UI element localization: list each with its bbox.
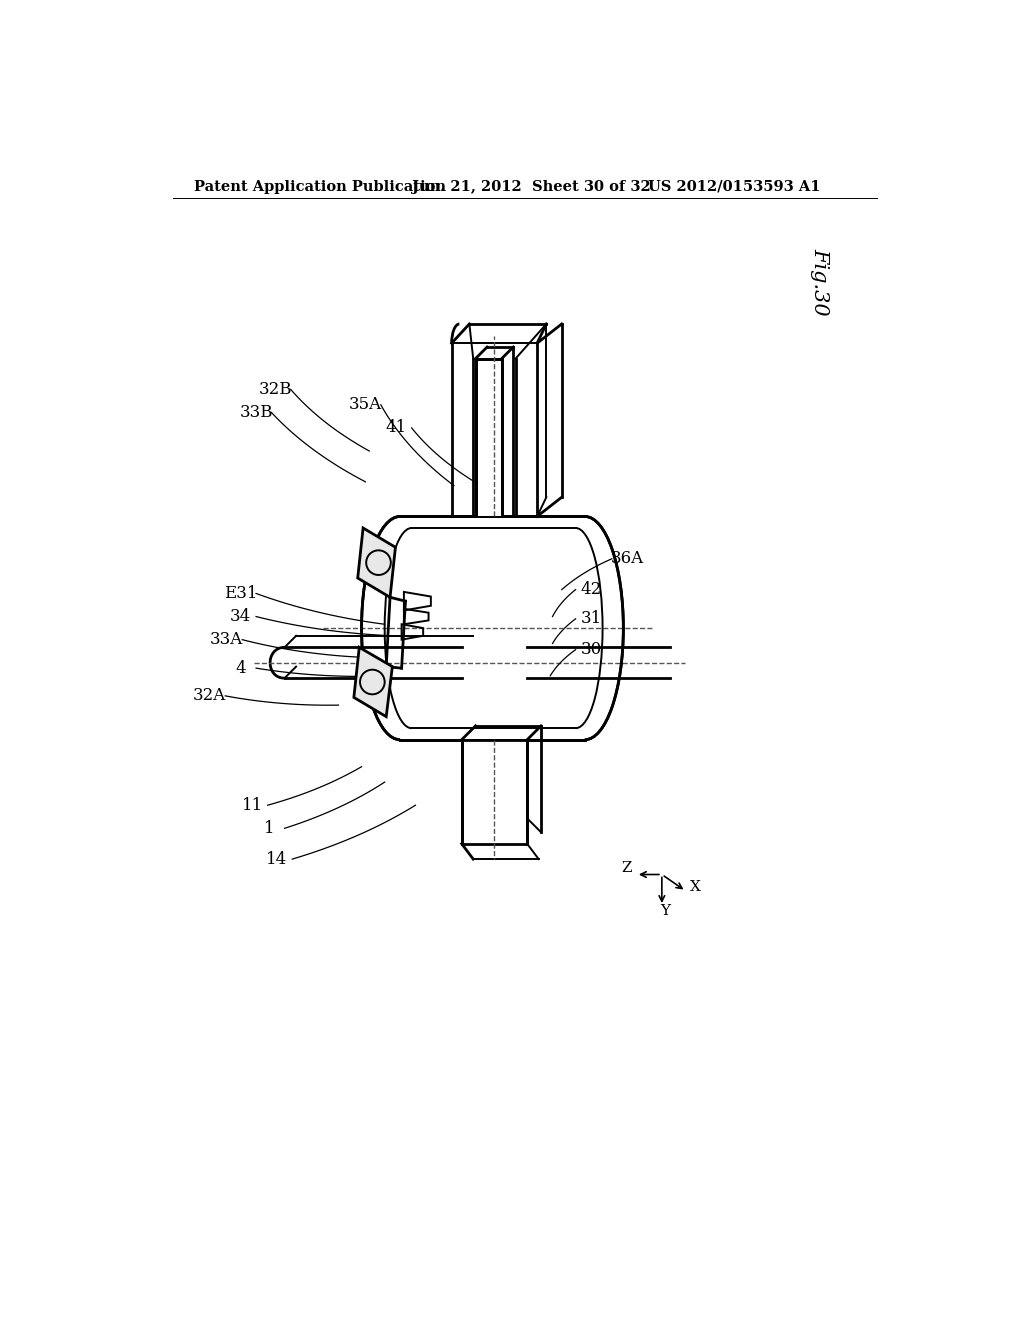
Text: 32B: 32B [259, 381, 292, 397]
Text: 4: 4 [236, 660, 246, 677]
Text: 36A: 36A [610, 550, 644, 568]
Polygon shape [357, 528, 395, 598]
Text: 33B: 33B [240, 404, 272, 421]
Text: Z: Z [622, 861, 632, 875]
Text: E31: E31 [224, 585, 257, 602]
Text: 41: 41 [386, 420, 407, 437]
Text: 34: 34 [230, 609, 251, 626]
Text: 35A: 35A [349, 396, 382, 413]
Ellipse shape [361, 516, 624, 739]
Text: Y: Y [660, 904, 671, 919]
Text: Fig.30: Fig.30 [810, 248, 829, 315]
Polygon shape [400, 516, 585, 739]
Text: 11: 11 [242, 797, 263, 813]
Text: US 2012/0153593 A1: US 2012/0153593 A1 [648, 180, 820, 194]
Text: Patent Application Publication: Patent Application Publication [194, 180, 445, 194]
Polygon shape [462, 739, 527, 843]
Text: X: X [690, 880, 700, 894]
Text: 32A: 32A [194, 688, 226, 705]
Text: 42: 42 [581, 581, 602, 598]
Text: Jun. 21, 2012  Sheet 30 of 32: Jun. 21, 2012 Sheet 30 of 32 [412, 180, 650, 194]
Text: 14: 14 [266, 850, 288, 867]
Polygon shape [475, 359, 502, 516]
Polygon shape [208, 367, 708, 851]
Text: 1: 1 [264, 820, 274, 837]
Polygon shape [354, 647, 392, 717]
Text: 30: 30 [581, 642, 602, 659]
Text: 33A: 33A [210, 631, 244, 648]
Text: 31: 31 [581, 610, 602, 627]
